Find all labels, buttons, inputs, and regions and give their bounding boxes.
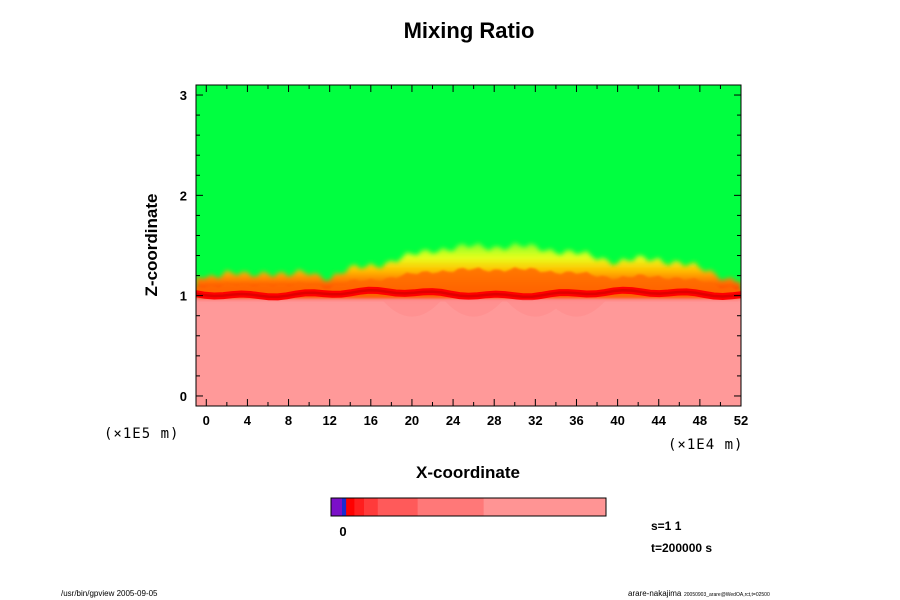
x-tick-label: 8: [285, 413, 292, 428]
colorbar-segment: [331, 498, 343, 516]
lower-mixing-plume: [381, 299, 607, 317]
axis-ticks: [196, 85, 742, 406]
x-tick-label: 52: [734, 413, 748, 428]
info-s: s=1 1: [651, 519, 682, 533]
interface-dark-band: [196, 288, 741, 299]
colorbar: [331, 498, 607, 516]
y-scale-label: (×1E5 m): [104, 426, 179, 442]
x-tick-label: 16: [364, 413, 378, 428]
x-tick-label: 36: [569, 413, 583, 428]
colorbar-segment: [364, 498, 379, 516]
x-tick-label: 48: [693, 413, 707, 428]
x-tick-label: 12: [322, 413, 336, 428]
chart-title: Mixing Ratio: [404, 18, 535, 43]
x-tick-label: 44: [652, 413, 667, 428]
footer-right-name: arare-nakajima: [628, 589, 682, 598]
x-tick-label: 28: [487, 413, 501, 428]
colorbar-segment: [483, 498, 606, 516]
colorbar-segment: [354, 498, 365, 516]
x-tick-label: 32: [528, 413, 542, 428]
plot-frame: [195, 84, 742, 407]
y-axis-label: Z-coordinate: [142, 194, 161, 297]
x-tick-label: 20: [405, 413, 419, 428]
colorbar-segment: [377, 498, 419, 516]
colorbar-segment: [342, 498, 347, 516]
x-tick-label: 0: [203, 413, 210, 428]
footer-left: /usr/bin/gpview 2005-09-05: [61, 589, 158, 598]
colorbar-segment: [417, 498, 485, 516]
x-tick-label: 4: [244, 413, 252, 428]
x-tick-labels: 0 4 8 12 16 20 24 28 32 36 40 44 48 52: [203, 413, 749, 428]
colorbar-frame: [330, 497, 607, 517]
y-tick-label: 0: [180, 389, 187, 404]
heatmap-plot-area: [196, 85, 741, 406]
colorbar-tick-label: 0: [339, 524, 346, 539]
x-axis-label: X-coordinate: [416, 463, 520, 482]
info-t: t=200000 s: [651, 541, 712, 555]
x-tick-label: 40: [610, 413, 624, 428]
colorbar-segment: [346, 498, 355, 516]
x-scale-label: (×1E4 m): [668, 437, 743, 453]
x-tick-label: 24: [446, 413, 461, 428]
y-tick-labels: 0 1 2 3: [180, 88, 187, 404]
y-tick-label: 3: [180, 88, 187, 103]
y-tick-label: 1: [180, 289, 187, 304]
y-tick-label: 2: [180, 188, 187, 203]
footer-right-path: 20050903_arare@WedOA,rct,t=02500: [684, 592, 770, 598]
